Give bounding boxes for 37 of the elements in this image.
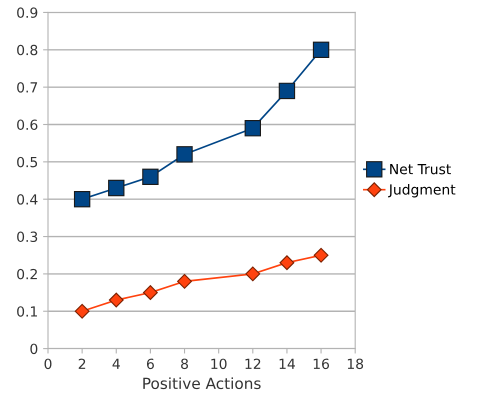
point [280,255,294,270]
point [245,266,260,282]
point [177,274,192,289]
point [278,82,296,100]
point [74,304,90,319]
x-tick-label: 10 [211,358,227,370]
point [74,191,90,208]
x-tick-label: 18 [348,358,364,370]
y-tick-label: 0.1 [17,306,37,317]
y-tick-label: 0 [30,344,38,354]
y-tick-label: 0.7 [17,82,38,93]
y-tick-label: 0.6 [17,119,38,130]
point [108,292,124,308]
x-tick-label: 14 [280,358,295,369]
y-tick-label: 0.9 [17,7,38,18]
x-axis-title: Positive Actions [143,377,261,390]
point [142,168,159,185]
y-tick-label: 0.8 [17,44,38,56]
x-tick-label: 6 [146,358,154,370]
x-tick-label: 12 [245,358,260,369]
point [312,42,330,58]
x-tick-label: 0 [44,358,52,370]
y-tick-label: 0.4 [17,194,38,205]
y-tick-label: 0.5 [17,156,38,168]
point [314,248,328,263]
x-tick-label: 2 [78,358,86,369]
y-tick-label: 0.3 [17,232,38,242]
y-tick-label: 0.2 [17,268,37,280]
x-tick-label: 16 [314,358,330,370]
x-tick-label: 8 [181,358,188,370]
point [142,285,158,300]
point [108,180,124,196]
legend-label: Net Trust [390,164,451,174]
x-tick-label: 4 [112,358,120,369]
point [176,146,193,163]
point [244,120,261,136]
legend-label: Judgment [388,184,456,198]
